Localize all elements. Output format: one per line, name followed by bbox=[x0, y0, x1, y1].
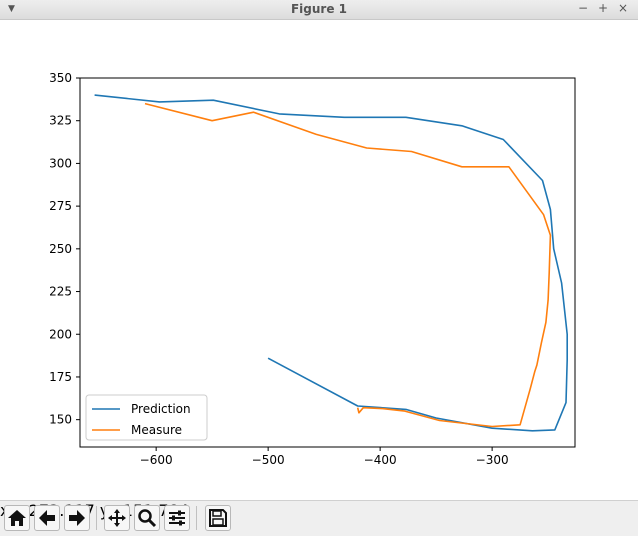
arrow-right-icon bbox=[69, 510, 85, 526]
home-button[interactable] bbox=[4, 505, 30, 531]
figure-canvas[interactable]: −600 −500 −400 −300 150 175 200 225 250 275 300 325… bbox=[0, 20, 638, 500]
legend: Prediction Measure bbox=[85, 394, 208, 441]
arrow-left-icon bbox=[39, 510, 55, 526]
home-icon bbox=[8, 510, 26, 526]
series-line-prediction bbox=[94, 94, 569, 432]
y-tick-label: 350 bbox=[49, 71, 72, 85]
y-tick-label: 200 bbox=[49, 327, 72, 341]
y-tick-label: 275 bbox=[49, 199, 72, 213]
title-bar: ▼ Figure 1 − + × bbox=[0, 0, 638, 20]
legend-label-measure: Measure bbox=[131, 423, 182, 437]
y-tick-label: 250 bbox=[49, 242, 72, 256]
y-tick-label: 300 bbox=[49, 156, 72, 170]
pan-button[interactable] bbox=[104, 505, 130, 531]
y-tick-label: 325 bbox=[49, 114, 72, 128]
magnifier-icon bbox=[138, 509, 157, 528]
x-tick-label: −400 bbox=[364, 453, 397, 467]
axes-frame bbox=[79, 77, 576, 448]
window-menu-icon[interactable]: ▼ bbox=[8, 4, 15, 14]
move-icon bbox=[108, 509, 126, 527]
y-tick-label: 225 bbox=[49, 285, 72, 299]
toolbar-separator bbox=[96, 506, 97, 530]
forward-button[interactable] bbox=[64, 505, 90, 531]
x-tick-label: −300 bbox=[476, 453, 509, 467]
close-button[interactable]: × bbox=[618, 1, 629, 15]
window-title: Figure 1 bbox=[290, 2, 348, 16]
toolbar-separator bbox=[196, 506, 197, 530]
maximize-button[interactable]: + bbox=[598, 1, 609, 15]
back-button[interactable] bbox=[34, 505, 60, 531]
floppy-icon bbox=[209, 509, 227, 527]
navigation-toolbar: x=-273.117 y=151.784 bbox=[0, 500, 638, 536]
x-tick-label: −600 bbox=[140, 453, 173, 467]
series-line-measure bbox=[144, 102, 552, 428]
save-button[interactable] bbox=[205, 505, 231, 531]
legend-box bbox=[85, 394, 208, 441]
configure-subplots-button[interactable] bbox=[164, 505, 190, 531]
y-tick-label: 175 bbox=[49, 370, 72, 384]
line-chart: −600 −500 −400 −300 150 175 200 225 250 275 300 325… bbox=[49, 71, 576, 467]
zoom-button[interactable] bbox=[134, 505, 160, 531]
x-tick-label: −500 bbox=[252, 453, 285, 467]
sliders-icon bbox=[169, 510, 185, 526]
minimize-button[interactable]: − bbox=[578, 1, 589, 15]
y-tick-label: 150 bbox=[49, 413, 72, 427]
legend-label-prediction: Prediction bbox=[131, 402, 191, 416]
